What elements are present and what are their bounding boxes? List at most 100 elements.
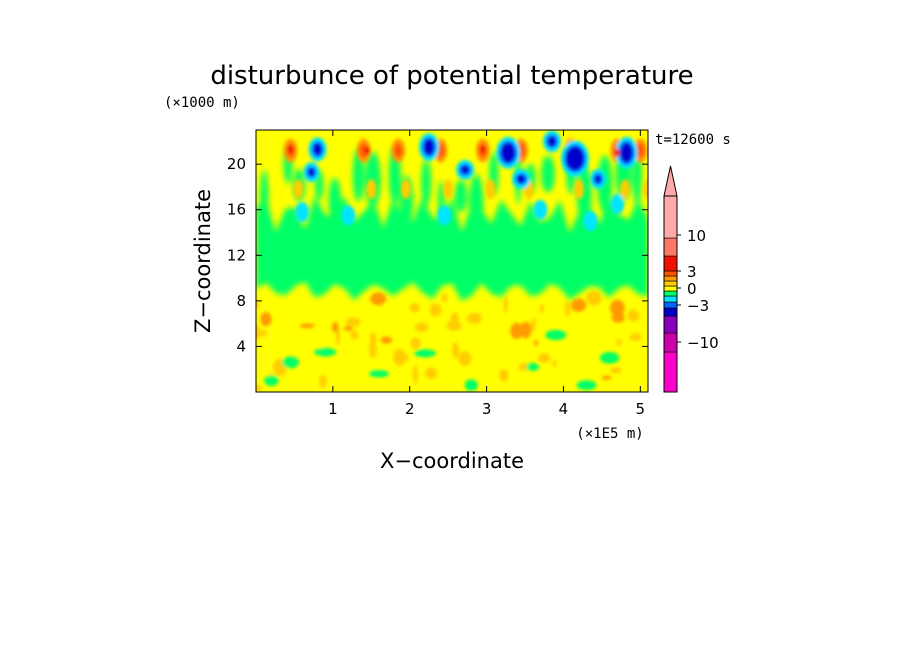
- field-blob: [585, 290, 602, 306]
- field-blob: [425, 367, 438, 380]
- field-blob: [610, 194, 625, 215]
- colorbar-bin: [663, 195, 678, 239]
- field-blob: [583, 211, 598, 232]
- field-blob: [421, 159, 432, 206]
- field-blob: [517, 174, 526, 183]
- colorbar-label: 3: [687, 263, 697, 281]
- field-blob: [545, 329, 567, 341]
- field-blob: [414, 349, 436, 358]
- field-blob: [370, 292, 387, 306]
- field-blob: [480, 145, 486, 154]
- y-unit-label: (×1000 m): [164, 95, 240, 111]
- field-blob: [533, 199, 548, 220]
- field-blob: [394, 143, 403, 158]
- field-blob: [256, 385, 263, 391]
- time-label: t=12600 s: [655, 132, 731, 148]
- field-blob: [260, 312, 272, 327]
- field-blob: [461, 165, 470, 174]
- field-blob: [429, 303, 442, 317]
- field-blob: [293, 179, 304, 200]
- field-blob: [343, 325, 353, 332]
- colorbar-label: −10: [687, 334, 719, 352]
- colorbar-arrow: [663, 165, 678, 197]
- field-blob: [331, 321, 339, 333]
- x-tick-label: 1: [328, 400, 338, 418]
- colorbar-bin: [663, 275, 678, 282]
- field-blob: [629, 333, 642, 341]
- field-band: [256, 195, 648, 302]
- y-axis: 4 8 12 16 20: [227, 155, 648, 355]
- field-blob: [409, 303, 421, 313]
- field-lower-layer: [256, 290, 642, 391]
- field-blob: [410, 337, 421, 350]
- field-blob: [452, 341, 459, 359]
- field-blob: [423, 139, 434, 156]
- field-blob: [571, 298, 587, 312]
- field-blob: [627, 309, 640, 322]
- colorbar: 10 30−3 −10: [663, 165, 719, 393]
- colorbar-bin: [663, 270, 678, 277]
- field-upper-layer: [283, 130, 648, 232]
- x-unit-label: (×1E5 m): [576, 426, 643, 442]
- y-tick-label: 8: [236, 292, 246, 310]
- field-blob: [412, 365, 418, 384]
- field-blob: [565, 146, 584, 171]
- x-tick-label: 4: [559, 400, 569, 418]
- field-blob: [520, 321, 532, 339]
- field-blob: [599, 351, 620, 364]
- field-blob: [466, 312, 483, 324]
- field-blob: [450, 312, 459, 327]
- colorbar-bin: [663, 351, 678, 393]
- colorbar-bin: [663, 290, 678, 297]
- field-blob: [313, 143, 322, 156]
- colorbar-bin: [663, 315, 678, 334]
- field-blob: [564, 300, 571, 317]
- field-blob: [531, 318, 536, 332]
- field-blob: [458, 351, 472, 366]
- field-blob: [576, 164, 592, 224]
- field-blob: [547, 136, 556, 147]
- field-blob: [576, 380, 597, 391]
- field-blob: [299, 323, 315, 329]
- colorbar-bin: [663, 301, 678, 309]
- field-blob: [552, 359, 557, 368]
- field-blob: [282, 356, 300, 369]
- field-blob: [573, 179, 584, 200]
- colorbar-bin: [663, 237, 678, 257]
- colorbar-bin: [663, 332, 678, 353]
- colorbar-frame: [663, 195, 678, 393]
- field-blob: [366, 179, 377, 200]
- y-tick-label: 16: [227, 201, 246, 219]
- y-tick-label: 12: [227, 246, 246, 264]
- field-blob: [441, 293, 447, 303]
- field-blob: [619, 179, 630, 200]
- heatmap-field: [256, 130, 648, 392]
- field-blob: [350, 330, 359, 340]
- y-axis-label: Z−coordinate: [191, 189, 215, 333]
- field-blob: [393, 348, 406, 366]
- field-blob: [443, 179, 454, 200]
- field-blob: [610, 299, 625, 317]
- field-blob: [537, 353, 551, 364]
- field-blob: [499, 369, 509, 382]
- field-blob: [526, 362, 540, 371]
- field-blob: [510, 322, 524, 340]
- field-blob: [636, 143, 645, 158]
- field-blob: [341, 205, 356, 226]
- field-blob: [469, 174, 484, 234]
- field-blob: [415, 322, 429, 332]
- y-tick-label: 20: [227, 155, 246, 173]
- colorbar-bin: [663, 280, 678, 287]
- chart-title: disturbunce of potential temperature: [210, 61, 693, 91]
- field-blob: [319, 374, 327, 388]
- field-blob: [501, 142, 516, 163]
- x-tick-label: 5: [636, 400, 646, 418]
- field-blob: [295, 202, 310, 223]
- field-blob: [437, 205, 452, 226]
- field-blob: [614, 148, 620, 157]
- field-blob: [328, 177, 341, 223]
- colorbar-bin: [663, 255, 678, 272]
- field-blob: [611, 312, 625, 323]
- colorbar-label: −3: [687, 297, 709, 315]
- field-blob: [288, 145, 294, 154]
